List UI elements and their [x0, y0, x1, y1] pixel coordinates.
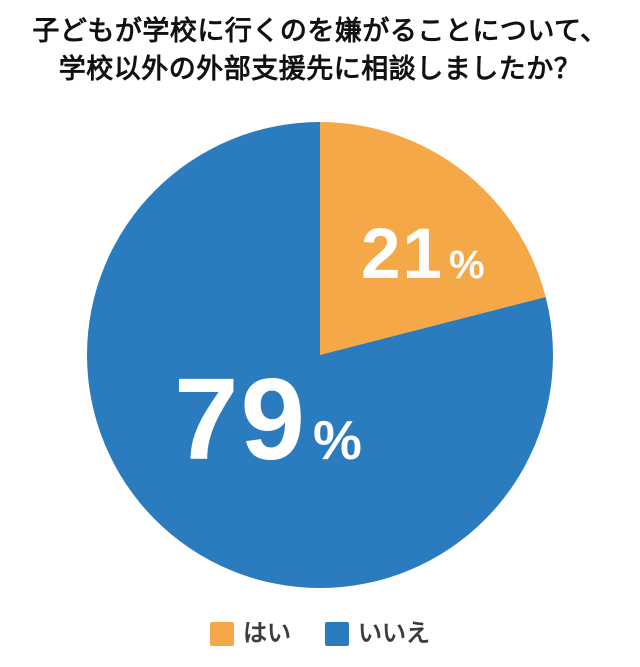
slice-label-yes: 21 %	[361, 214, 485, 295]
chart-title-line-1: 子どもが学校に行くのを嫌がることについて、	[32, 16, 608, 46]
chart-title: 子どもが学校に行くのを嫌がることについて、 学校以外の外部支援先に相談しましたか…	[0, 12, 640, 88]
legend-label-no: いいえ	[358, 620, 430, 647]
slice-value-yes: 21	[361, 215, 444, 294]
legend-swatch-yes	[210, 622, 234, 646]
chart-legend: はい いいえ	[0, 622, 640, 646]
slice-unit-no: %	[313, 409, 362, 471]
chart-title-line-2: 学校以外の外部支援先に相談しましたか？	[58, 54, 582, 84]
legend-swatch-no	[325, 622, 349, 646]
slice-unit-yes: %	[448, 243, 485, 287]
slice-value-no: 79	[174, 354, 308, 484]
legend-label-yes: はい	[243, 620, 291, 647]
slice-label-no: 79 %	[174, 352, 362, 486]
pie-chart	[87, 122, 553, 588]
legend-item-yes: はい	[210, 622, 291, 646]
legend-item-no: いいえ	[325, 622, 430, 646]
